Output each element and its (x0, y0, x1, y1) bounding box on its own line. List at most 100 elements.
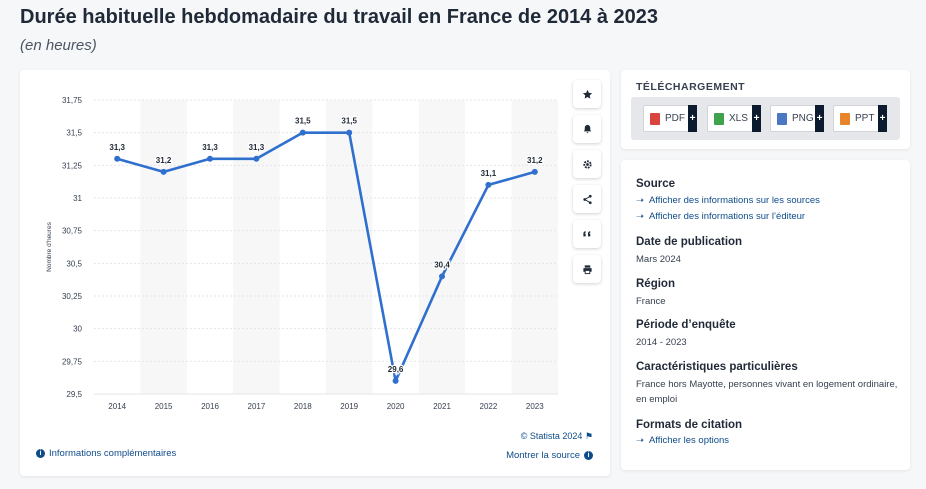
region-value: France (636, 296, 666, 307)
data-label: 31,2 (156, 156, 172, 165)
x-tick-label: 2016 (201, 402, 219, 411)
data-point (531, 168, 538, 175)
ppt-file-icon (840, 112, 850, 125)
download-title: TÉLÉCHARGEMENT (636, 81, 746, 93)
data-label: 31,3 (249, 143, 265, 152)
download-ppt-button[interactable]: PPT + (833, 105, 887, 132)
show-source-link[interactable]: Montrer la source i (506, 450, 593, 461)
bell-icon (583, 124, 591, 133)
download-xls-button[interactable]: XLS + (707, 105, 761, 132)
source-heading: Source (636, 178, 675, 190)
x-tick-label: 2018 (294, 402, 312, 411)
data-point (253, 155, 260, 162)
x-tick-label: 2023 (526, 402, 544, 411)
data-label: 29,6 (388, 365, 404, 374)
statista-copyright[interactable]: © Statista 2024 ⚑ (520, 431, 593, 441)
arrow-right-icon: ➝ (636, 435, 644, 446)
y-tick-label: 29,5 (66, 390, 82, 399)
xls-file-icon (714, 112, 724, 125)
flag-icon: ⚑ (584, 431, 593, 441)
x-tick-label: 2021 (433, 402, 451, 411)
share-icon (582, 194, 592, 204)
plus-icon: + (815, 105, 824, 132)
chart-card: 29,5 29,75 30 30,25 30,5 30,75 31 31,25 31,5 31,7… (20, 70, 610, 476)
characteristics-heading: Caractéristiques particulières (636, 361, 798, 373)
print-icon (582, 264, 592, 274)
y-tick-label: 30 (73, 325, 82, 334)
share-button[interactable] (573, 185, 601, 213)
gear-icon (582, 159, 592, 169)
info-icon: i (584, 451, 593, 460)
data-label: 31,3 (202, 143, 218, 152)
publication-date-heading: Date de publication (636, 236, 743, 248)
arrow-right-icon: ➝ (636, 195, 644, 206)
data-label: 30,4 (434, 260, 450, 269)
survey-period-heading: Période d’enquête (636, 319, 736, 331)
x-tick-label: 2015 (155, 402, 173, 411)
alert-button[interactable] (573, 115, 601, 143)
info-icon: i (36, 449, 45, 458)
more-info-link[interactable]: i Informations complémentaires (36, 448, 176, 459)
y-tick-label: 31 (73, 194, 82, 203)
region-heading: Région (636, 278, 675, 290)
x-tick-label: 2020 (387, 402, 405, 411)
line-chart: 29,5 29,75 30 30,25 30,5 30,75 31 31,25 31,5 31,7… (46, 96, 558, 411)
y-tick-label: 31,75 (62, 96, 83, 105)
publisher-info-link[interactable]: ➝ Afficher des informations sur l’éditeur (636, 211, 806, 222)
settings-button[interactable] (573, 150, 601, 178)
download-png-button[interactable]: PNG + (770, 105, 824, 132)
column-band (511, 100, 558, 394)
favorite-button[interactable] (573, 80, 601, 108)
download-bar: PDF + XLS + PNG + PPT + (631, 97, 900, 140)
png-file-icon (777, 112, 787, 125)
x-tick-label: 2017 (248, 402, 266, 411)
cite-button[interactable] (573, 220, 601, 248)
y-tick-label: 31,25 (62, 161, 83, 170)
meta-card: Source ➝ Afficher des informations sur le… (621, 160, 910, 470)
characteristics-value: France hors Mayotte, personnes vivant en… (636, 379, 898, 405)
y-tick-label: 30,25 (62, 292, 83, 301)
chart-toolbar (573, 80, 603, 290)
plus-icon: + (752, 105, 761, 132)
data-label: 31,5 (295, 117, 311, 126)
data-label: 31,1 (481, 169, 497, 178)
x-tick-label: 2014 (108, 402, 126, 411)
publication-date-value: Mars 2024 (636, 254, 681, 265)
y-axis-label: Nombre d'heures (46, 221, 53, 271)
y-tick-label: 31,5 (66, 129, 82, 138)
y-tick-label: 30,75 (62, 227, 83, 236)
download-card: TÉLÉCHARGEMENT PDF + XLS + PNG + PPT + (621, 70, 910, 149)
star-icon (582, 89, 592, 99)
plus-icon: + (878, 105, 887, 132)
y-tick-label: 29,75 (62, 357, 83, 366)
plus-icon: + (688, 105, 697, 132)
data-point (160, 168, 167, 175)
data-point (439, 273, 445, 280)
data-point (114, 155, 121, 162)
arrow-right-icon: ➝ (636, 211, 644, 222)
page-title: Durée habituelle hebdomadaire du travail… (20, 6, 659, 28)
survey-period-value: 2014 - 2023 (636, 337, 687, 348)
print-button[interactable] (573, 255, 601, 283)
citation-heading: Formats de citation (636, 419, 743, 431)
download-pdf-button[interactable]: PDF + (643, 105, 697, 132)
x-tick-label: 2019 (340, 402, 358, 411)
y-tick-label: 30,5 (66, 259, 82, 268)
page-subtitle: (en heures) (20, 37, 97, 54)
series-line (116, 131, 536, 383)
data-label: 31,3 (109, 143, 125, 152)
data-label: 31,5 (341, 117, 357, 126)
x-tick-label: 2022 (480, 402, 498, 411)
data-point (346, 129, 353, 136)
source-info-link[interactable]: ➝ Afficher des informations sur les sourc… (636, 195, 820, 206)
citation-options-link[interactable]: ➝ Afficher les options (636, 435, 730, 446)
data-point (207, 155, 213, 162)
pdf-file-icon (650, 112, 660, 125)
column-band (140, 100, 187, 394)
data-point (299, 129, 306, 136)
quote-icon (582, 230, 590, 236)
data-point (392, 377, 399, 384)
column-band (326, 100, 373, 394)
data-point (485, 181, 492, 188)
data-label: 31,2 (527, 156, 543, 165)
